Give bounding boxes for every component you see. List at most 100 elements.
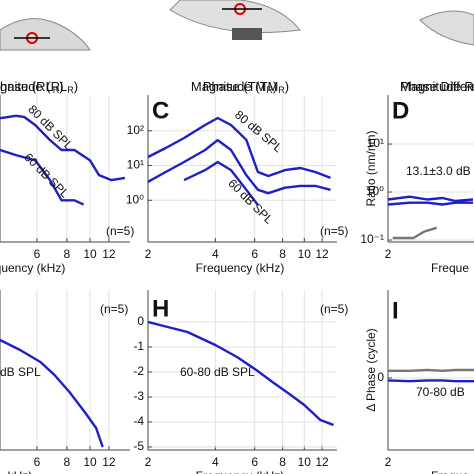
anatomy-drawings	[0, 0, 474, 51]
title-part: Phase (TM	[203, 79, 267, 94]
x-tick-label: 12	[102, 247, 116, 261]
y-tick-label: 10⁻¹	[360, 232, 384, 246]
panel: 2 0 Phase Differe I Freque Δ Phase (cycle) 70-…	[364, 79, 474, 474]
annotation: (n=5)	[100, 302, 128, 316]
title-part: R	[266, 85, 273, 95]
y-tick-label: -5	[133, 439, 144, 453]
data-line	[392, 226, 437, 240]
ear-sketch	[169, 0, 301, 33]
title-part: Magnitude (TM	[191, 79, 278, 94]
x-tick-label: 2	[385, 247, 392, 261]
panel-title: Phase (TMR)	[203, 79, 277, 95]
x-tick-label: 10	[83, 247, 97, 261]
data-line	[387, 201, 473, 206]
annotation: 60 dB SPL	[225, 176, 276, 227]
x-tick-label: 2	[385, 455, 392, 469]
annotation: (n=5)	[320, 302, 348, 316]
x-axis-label: Freque	[431, 261, 469, 275]
title-part: )	[285, 79, 289, 94]
data-line	[387, 379, 474, 383]
y-tick-label: 10⁰	[366, 184, 384, 198]
ear-sketch	[419, 10, 474, 46]
panel: 6 8 10 12 gnitude (RLR) quency (kHz) 80 dB SPL…	[0, 79, 134, 275]
x-tick-label: 12	[315, 247, 329, 261]
y-tick-label: -2	[133, 364, 144, 378]
title-part: R	[67, 85, 74, 95]
panel-letter: H	[152, 295, 169, 322]
y-tick-label: -4	[133, 414, 144, 428]
y-tick-label: -3	[133, 389, 144, 403]
x-tick-label: 10	[83, 455, 97, 469]
data-line	[0, 148, 85, 206]
panel-title: hase (RLR)	[0, 79, 64, 95]
y-tick-label: 0	[377, 370, 384, 384]
title-part: Magnitude R	[400, 79, 474, 94]
annotation: 60-80 dB SPL	[180, 365, 255, 379]
x-tick-label: 12	[315, 455, 329, 469]
panel-title: Magnitude (TMR)	[191, 79, 289, 95]
annotation: dB SPL	[0, 365, 41, 379]
data-line	[147, 138, 331, 195]
panel: 210⁻¹ 10⁰ 10¹ Magnitude R D Freque Ratio (nm/n…	[360, 79, 474, 275]
panel-letter: C	[152, 97, 169, 124]
x-tick-label: 8	[279, 247, 286, 261]
x-tick-label: 2	[145, 247, 152, 261]
y-tick-label: 10⁰	[126, 192, 144, 206]
y-tick-label: 10¹	[127, 158, 144, 172]
annotation: 60 dB SPL	[21, 150, 72, 201]
y-axis-label: Ratio (nm/nm)	[364, 130, 378, 206]
y-tick-label: 10²	[127, 123, 144, 137]
x-tick-label: 4	[212, 455, 219, 469]
x-axis-label: kHz)	[8, 469, 33, 474]
x-tick-label: 8	[279, 455, 286, 469]
x-tick-label: 6	[34, 247, 41, 261]
data-line	[0, 114, 126, 182]
annotation: 80 dB SPL	[232, 108, 285, 156]
x-tick-label: 6	[34, 455, 41, 469]
data-line	[183, 160, 259, 206]
annotation: (n=5)	[320, 224, 348, 238]
x-tick-label: 6	[251, 455, 258, 469]
x-tick-label: 10	[298, 247, 312, 261]
y-tick-label: 0	[137, 314, 144, 328]
y-axis-label: Δ Phase (cycle)	[364, 328, 378, 411]
data-line	[0, 338, 104, 448]
x-axis-label: Frequency (kHz)	[196, 261, 285, 275]
panel-letter: I	[392, 297, 399, 324]
annotation: 70-80 dB	[416, 385, 465, 399]
data-line	[147, 116, 331, 180]
x-tick-label: 10	[298, 455, 312, 469]
x-tick-label: 2	[145, 455, 152, 469]
annotation: 13.1±3.0 dB	[406, 164, 471, 178]
ear-sketch	[0, 18, 91, 51]
x-tick-label: 12	[102, 455, 116, 469]
panel-letter: D	[392, 97, 409, 124]
panel-title: Magnitude R	[400, 79, 474, 94]
title-part: )	[74, 79, 78, 94]
title-part: )	[59, 79, 63, 94]
x-axis-label: quency (kHz)	[0, 261, 65, 275]
panel: 2 4 6 8 10 12 10⁰ 10¹ 10² Magnitude (TMR) C Frequen…	[126, 79, 349, 275]
title-part: hase (RL	[0, 79, 53, 94]
title-part: )	[273, 79, 277, 94]
x-tick-label: 4	[212, 247, 219, 261]
annotation: 80 dB SPL	[25, 102, 76, 153]
title-part: Phase Differe	[400, 79, 474, 94]
x-tick-label: 6	[251, 247, 258, 261]
y-tick-label: -1	[133, 339, 144, 353]
data-line	[388, 368, 474, 372]
data-line	[147, 320, 334, 427]
annotation: (n=5)	[106, 224, 134, 238]
x-tick-label: 8	[64, 247, 71, 261]
title-part: R	[278, 85, 285, 95]
x-tick-label: 8	[64, 455, 71, 469]
y-tick-label: 10¹	[367, 136, 384, 150]
title-part: R	[53, 85, 60, 95]
x-axis-label: Frequency (kHz)	[196, 469, 285, 474]
coil-sketch	[232, 28, 262, 40]
title-part: gnitude (RL	[0, 79, 67, 94]
panel-title: Phase Differe	[400, 79, 474, 94]
